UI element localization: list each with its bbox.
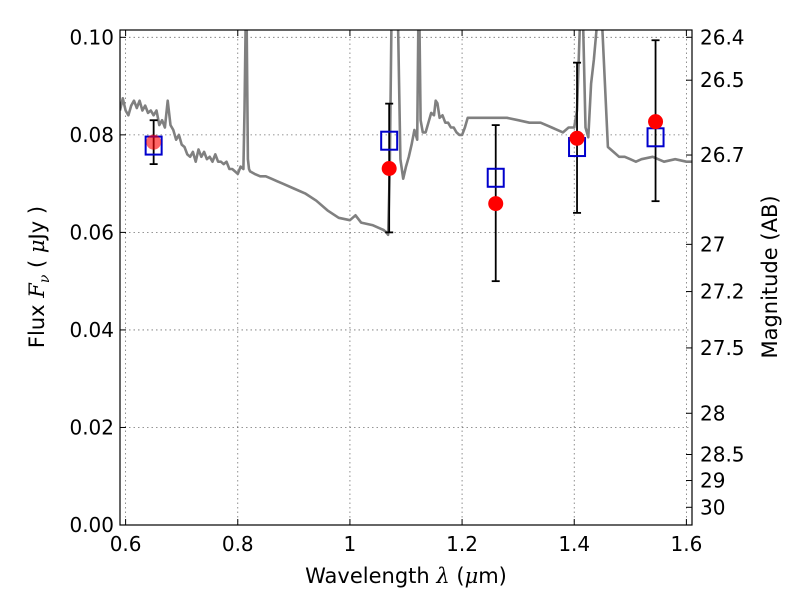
x-tick-label: 0.6	[110, 532, 142, 556]
model-photometry-square	[486, 167, 505, 188]
magnitude-tick-label: 28	[700, 401, 725, 425]
observed-markers	[146, 114, 664, 212]
magnitude-tick-label: 27.5	[700, 336, 745, 360]
magnitude-tick-label: 30	[700, 495, 725, 519]
magnitude-tick-label: 28.5	[700, 443, 745, 467]
magnitude-tick-label: 26.4	[700, 25, 745, 49]
x-tick-label: 1.4	[558, 532, 590, 556]
observed-point	[381, 161, 397, 177]
x-tick-label: 1.6	[670, 532, 702, 556]
y-tick-label: 0.04	[69, 318, 114, 342]
y-tick-label: 0.00	[69, 513, 114, 537]
y-axis-label: Flux Fν ( μJy )	[25, 206, 53, 348]
x-tick-label: 1	[344, 532, 357, 556]
observed-point	[488, 196, 504, 212]
y-tick-label: 0.08	[69, 123, 114, 147]
observed-point	[146, 134, 162, 150]
x-tick-label: 0.8	[222, 532, 254, 556]
axis-ticks: 0.6 0.8 1 1.2 1.4 1.6 0.00 0.02 0.04 0.06 0.08 0.10…	[69, 25, 744, 556]
model-spectrum-line	[120, 30, 692, 237]
magnitude-tick-label: 27	[700, 232, 725, 256]
plot-frame	[119, 29, 693, 526]
y2-axis-label: Magnitude (AB)	[758, 195, 782, 358]
magnitude-tick-label: 27.2	[700, 280, 745, 304]
y-tick-label: 0.02	[69, 415, 114, 439]
y-tick-label: 0.06	[69, 220, 114, 244]
y-tick-label: 0.10	[69, 25, 114, 49]
model-spectrum-layer	[120, 30, 692, 237]
model-photometry-square	[380, 130, 399, 151]
magnitude-tick-label: 26.7	[700, 143, 745, 167]
magnitude-tick-label: 26.5	[700, 68, 745, 92]
model-photometry-markers	[144, 127, 665, 188]
observed-point	[648, 114, 664, 130]
x-tick-label: 1.2	[446, 532, 478, 556]
observed-point	[569, 130, 585, 146]
magnitude-tick-label: 29	[700, 469, 725, 493]
x-axis-label: Wavelength λ (μm)	[305, 564, 507, 588]
